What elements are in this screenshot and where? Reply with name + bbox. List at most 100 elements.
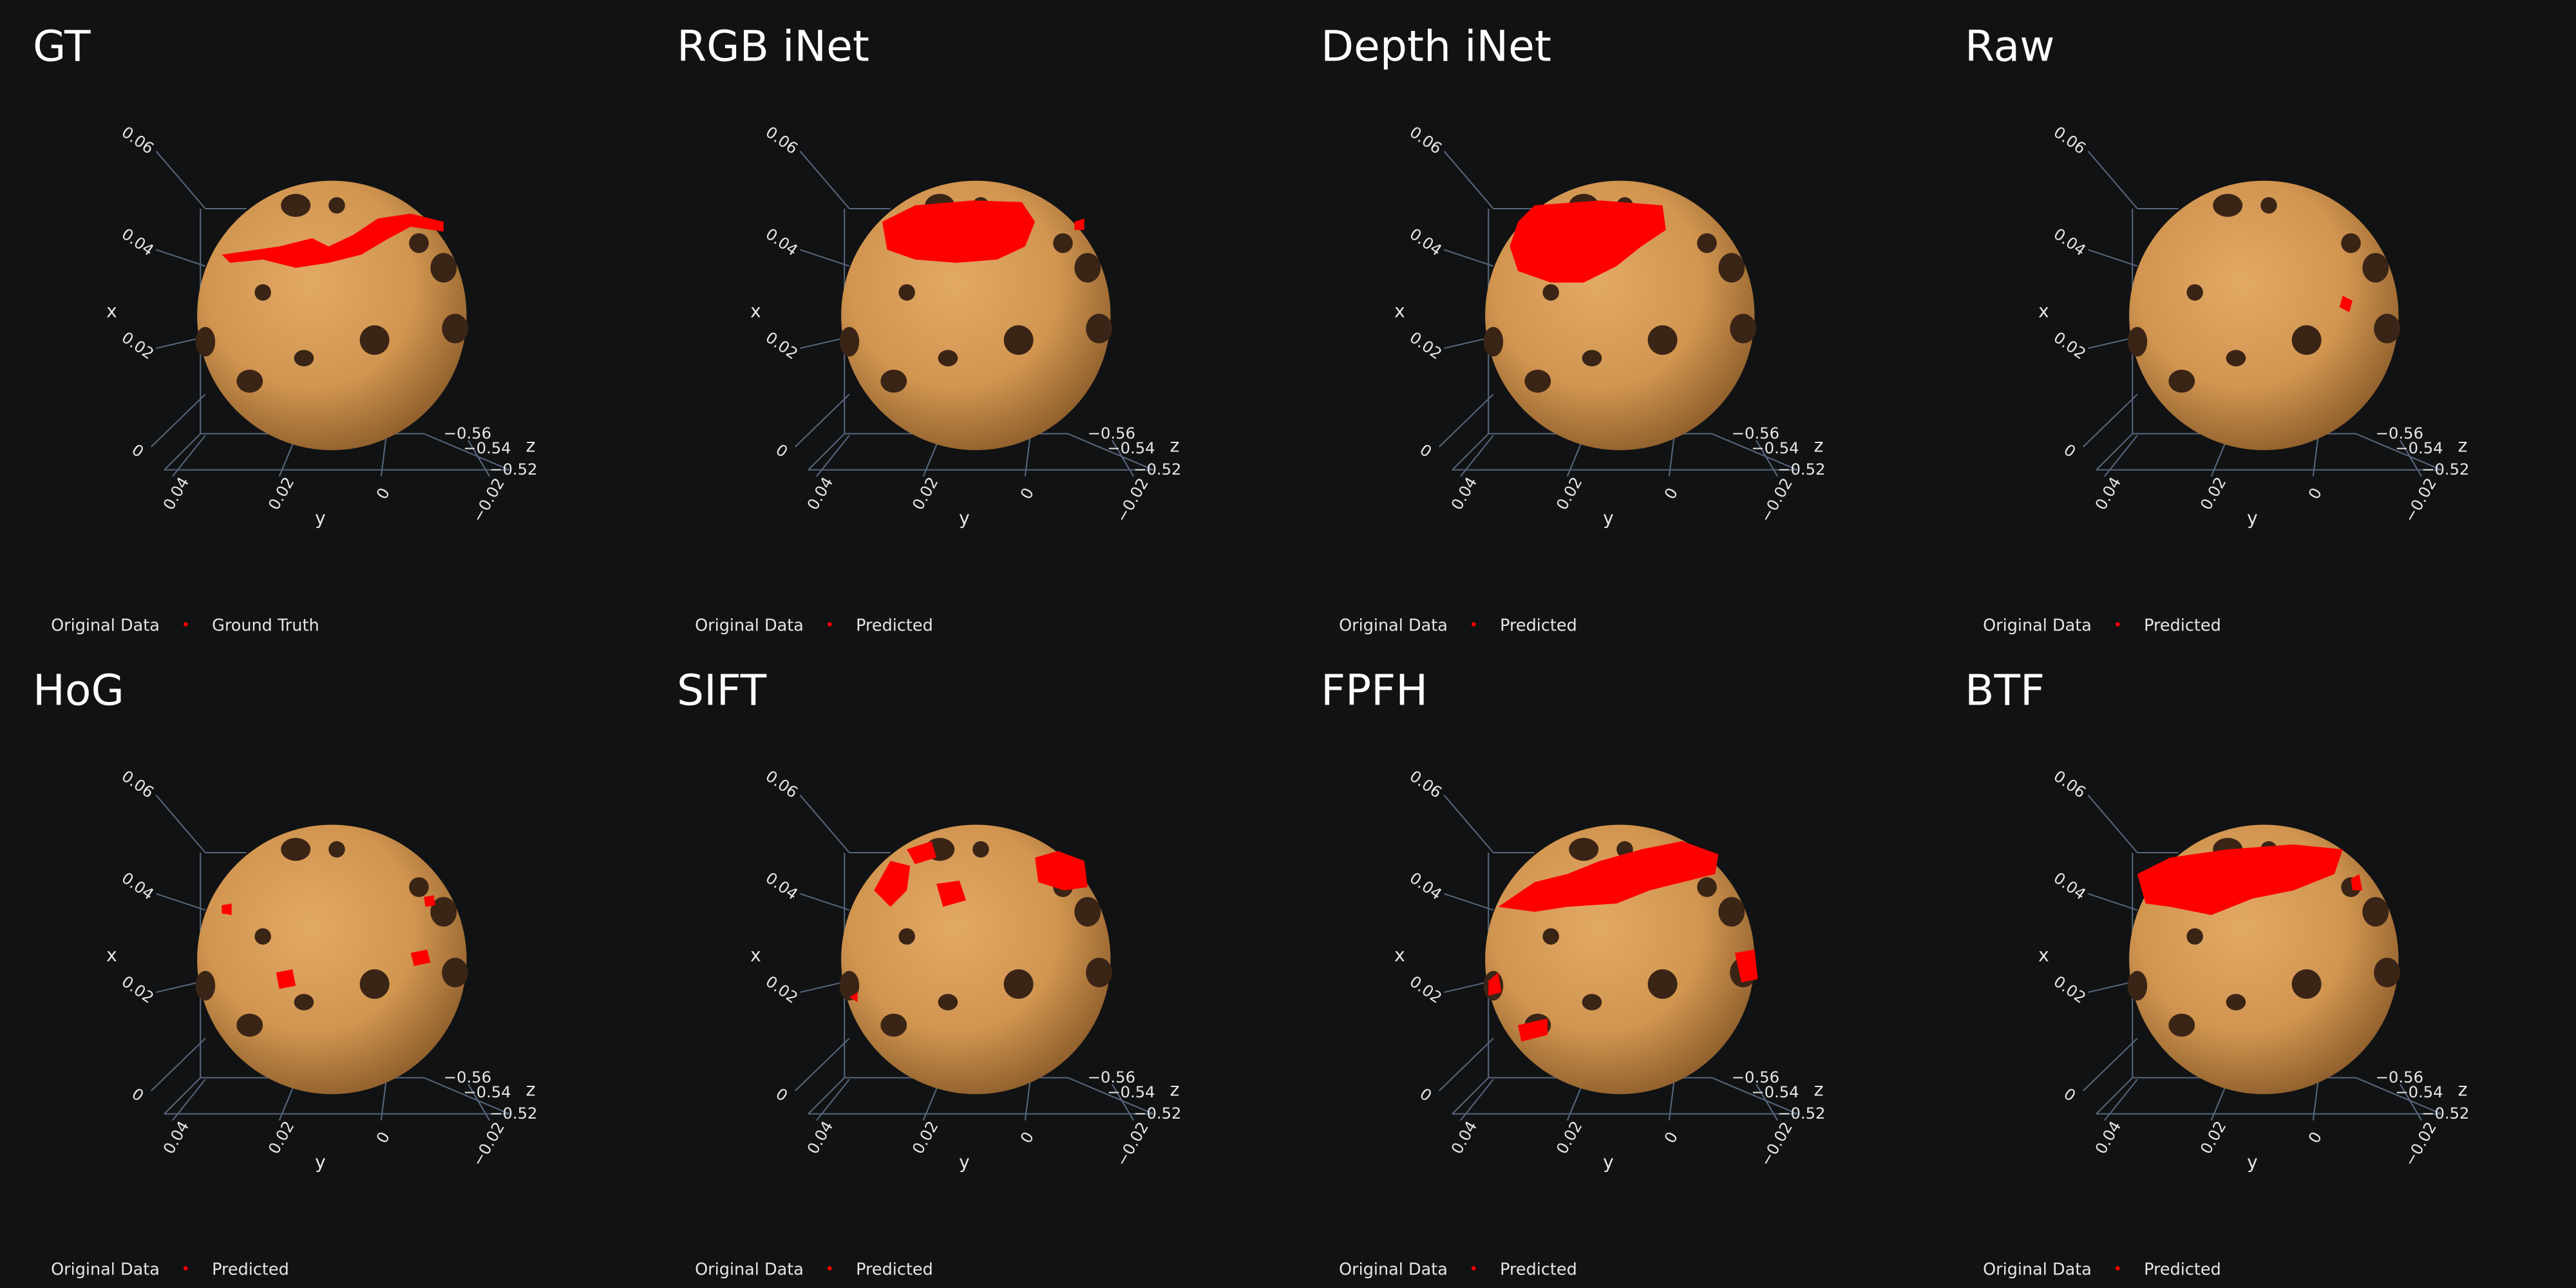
z-tick-label: −0.54 xyxy=(1107,439,1155,457)
legend-label: Predicted xyxy=(856,1260,933,1280)
anomaly-region xyxy=(1518,1018,1548,1042)
anomaly-region xyxy=(1035,851,1088,891)
axis-line xyxy=(164,433,201,471)
y-axis-label: y xyxy=(315,1151,326,1173)
chocolate-chip xyxy=(1697,233,1717,253)
x-tick-label: 0.04 xyxy=(2050,225,2089,260)
y-tick-label: 0.02 xyxy=(265,474,298,513)
y-axis-label: y xyxy=(2247,507,2258,529)
x-tick-label: 0.04 xyxy=(118,225,157,260)
axis-line xyxy=(1452,433,1489,471)
panel: RGB iNet 0.06 0.04 0.02 0 0.04 0.02 0 −0.02 −0.56… xyxy=(677,21,1181,635)
z-tick-label: −0.56 xyxy=(1732,424,1779,442)
chocolate-chip xyxy=(2226,994,2246,1010)
y-tick-label: −0.02 xyxy=(469,475,508,525)
anomaly-region xyxy=(849,992,858,1003)
y-tick-label: 0 xyxy=(2305,485,2325,502)
y-tick-label: 0 xyxy=(1661,1129,1681,1146)
axis-line xyxy=(155,795,206,853)
axis-line xyxy=(800,893,850,911)
chocolate-chip xyxy=(1524,369,1551,393)
x-axis-label: x xyxy=(106,944,117,965)
panel-title: HoG xyxy=(33,665,124,715)
x-tick-label: 0.04 xyxy=(762,869,801,904)
axis-line xyxy=(150,393,206,448)
anomaly-region xyxy=(882,200,1036,263)
axis-line xyxy=(2087,795,2138,853)
axis-line xyxy=(2088,249,2138,267)
axis-line xyxy=(1668,437,1675,477)
y-tick-label: 0.02 xyxy=(909,1118,942,1157)
axis-line xyxy=(1024,437,1031,477)
x-axis-label: x xyxy=(1394,944,1405,965)
chocolate-chip xyxy=(281,838,311,861)
anomaly-region xyxy=(2339,296,2353,312)
axis-line xyxy=(1452,1077,1489,1115)
panel-title: BTF xyxy=(1965,665,2045,715)
axis-line xyxy=(172,435,206,477)
z-tick-label: −0.52 xyxy=(1777,460,1825,478)
x-tick-label: 0.06 xyxy=(2050,767,2089,802)
axis-line xyxy=(468,1084,491,1121)
chocolate-chip xyxy=(2374,958,2401,988)
y-tick-label: 0.04 xyxy=(804,1118,837,1157)
chocolate-chip xyxy=(1542,928,1559,945)
y-tick-label: −0.02 xyxy=(1757,475,1796,525)
x-tick-label: 0.06 xyxy=(1406,123,1445,158)
x-tick-label: 0.02 xyxy=(1406,328,1445,363)
legend-marker xyxy=(2115,1266,2120,1271)
z-tick-label: −0.54 xyxy=(2395,1083,2443,1101)
legend-label: Original Data xyxy=(1339,616,1448,636)
axis-line xyxy=(2082,393,2138,448)
anomaly-region xyxy=(2137,844,2343,915)
x-tick-label: 0.02 xyxy=(2050,972,2089,1007)
y-tick-label: −0.02 xyxy=(2401,1119,2440,1169)
panel-title: SIFT xyxy=(677,665,767,715)
chocolate-chip xyxy=(236,1013,263,1037)
z-axis-label: z xyxy=(1170,1079,1180,1101)
axis-line xyxy=(808,433,845,471)
x-tick-label: 0.06 xyxy=(762,123,801,158)
axis-line xyxy=(2355,1077,2442,1115)
chocolate-chip xyxy=(254,928,271,945)
x-axis-label: x xyxy=(2038,300,2049,321)
chocolate-chip xyxy=(294,350,314,366)
y-axis-label: y xyxy=(2247,1151,2258,1173)
y-tick-label: 0 xyxy=(1017,1129,1037,1146)
axis-line xyxy=(1444,893,1494,911)
chocolate-chip xyxy=(2186,928,2203,945)
x-tick-label: 0.02 xyxy=(118,328,157,363)
legend-label: Predicted xyxy=(212,1260,289,1280)
anomaly-region xyxy=(410,949,431,966)
legend-label: Predicted xyxy=(1500,1260,1577,1280)
panel: Raw 0.06 0.04 0.02 0 0.04 0.02 0 −0.02 −0.56−0.54… xyxy=(1965,21,2469,635)
chocolate-chip xyxy=(442,958,469,988)
axis-line xyxy=(1668,1081,1675,1121)
chocolate-chip xyxy=(409,233,429,253)
chocolate-chip xyxy=(1718,252,1745,283)
axis-line xyxy=(2096,433,2133,471)
legend-label: Ground Truth xyxy=(212,616,319,636)
axis-line xyxy=(816,435,850,477)
legend-label: Original Data xyxy=(51,616,160,636)
legend-marker xyxy=(1471,1266,1476,1271)
axis-line xyxy=(156,249,206,267)
chocolate-chip xyxy=(254,284,271,301)
y-tick-label: 0.02 xyxy=(1553,1118,1586,1157)
axis-line xyxy=(1067,1077,1154,1115)
chocolate-chip xyxy=(1086,314,1113,344)
legend-marker xyxy=(2115,622,2120,627)
y-tick-label: 0 xyxy=(1017,485,1037,502)
y-axis-label: y xyxy=(959,1151,970,1173)
axis-line xyxy=(2088,893,2138,911)
y-tick-label: 0 xyxy=(373,1129,393,1146)
anomaly-region xyxy=(424,895,436,907)
legend-label: Original Data xyxy=(1339,1260,1448,1280)
x-tick-label: 0 xyxy=(772,1084,791,1105)
z-tick-label: −0.52 xyxy=(489,1104,537,1122)
legend-label: Original Data xyxy=(1983,616,2092,636)
y-tick-label: 0 xyxy=(2305,1129,2325,1146)
chocolate-chip xyxy=(938,994,958,1010)
chocolate-chip xyxy=(898,284,915,301)
